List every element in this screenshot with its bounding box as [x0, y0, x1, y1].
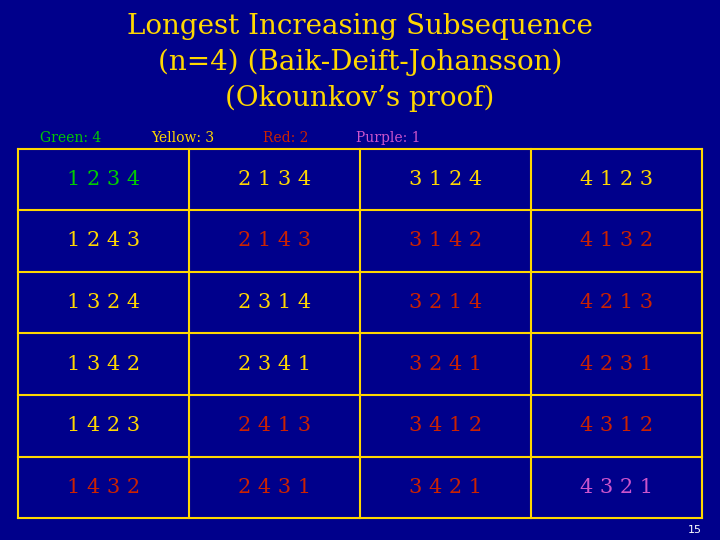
Text: 4 1 3 2: 4 1 3 2 [580, 232, 653, 251]
Text: 1 4 3 2: 1 4 3 2 [67, 478, 140, 497]
Text: Red: 2: Red: 2 [263, 131, 308, 145]
Text: 4 1 2 3: 4 1 2 3 [580, 170, 653, 189]
Text: 3 1 2 4: 3 1 2 4 [409, 170, 482, 189]
Text: 2 3 4 1: 2 3 4 1 [238, 355, 311, 374]
Text: Yellow: 3: Yellow: 3 [151, 131, 215, 145]
Text: 1 3 2 4: 1 3 2 4 [67, 293, 140, 312]
Text: 1 2 4 3: 1 2 4 3 [67, 232, 140, 251]
Text: 4 2 3 1: 4 2 3 1 [580, 355, 653, 374]
Text: 15: 15 [688, 524, 702, 535]
Text: 3 4 2 1: 3 4 2 1 [409, 478, 482, 497]
Text: 3 1 4 2: 3 1 4 2 [409, 232, 482, 251]
Text: 2 1 4 3: 2 1 4 3 [238, 232, 311, 251]
Text: 1 4 2 3: 1 4 2 3 [67, 416, 140, 435]
Text: Longest Increasing Subsequence
(n=4) (Baik-Deift-Johansson)
(Okounkov’s proof): Longest Increasing Subsequence (n=4) (Ba… [127, 14, 593, 112]
Text: Purple: 1: Purple: 1 [356, 131, 421, 145]
Text: 2 3 1 4: 2 3 1 4 [238, 293, 311, 312]
Text: 3 2 1 4: 3 2 1 4 [409, 293, 482, 312]
Text: 3 4 1 2: 3 4 1 2 [409, 416, 482, 435]
Text: 1 3 4 2: 1 3 4 2 [67, 355, 140, 374]
Text: 2 4 1 3: 2 4 1 3 [238, 416, 311, 435]
Text: 2 4 3 1: 2 4 3 1 [238, 478, 311, 497]
Text: Green: 4: Green: 4 [40, 131, 101, 145]
Text: 1 2 3 4: 1 2 3 4 [67, 170, 140, 189]
Text: 3 2 4 1: 3 2 4 1 [409, 355, 482, 374]
Text: 2 1 3 4: 2 1 3 4 [238, 170, 311, 189]
Text: 4 3 2 1: 4 3 2 1 [580, 478, 653, 497]
Text: 4 2 1 3: 4 2 1 3 [580, 293, 653, 312]
Text: 4 3 1 2: 4 3 1 2 [580, 416, 653, 435]
